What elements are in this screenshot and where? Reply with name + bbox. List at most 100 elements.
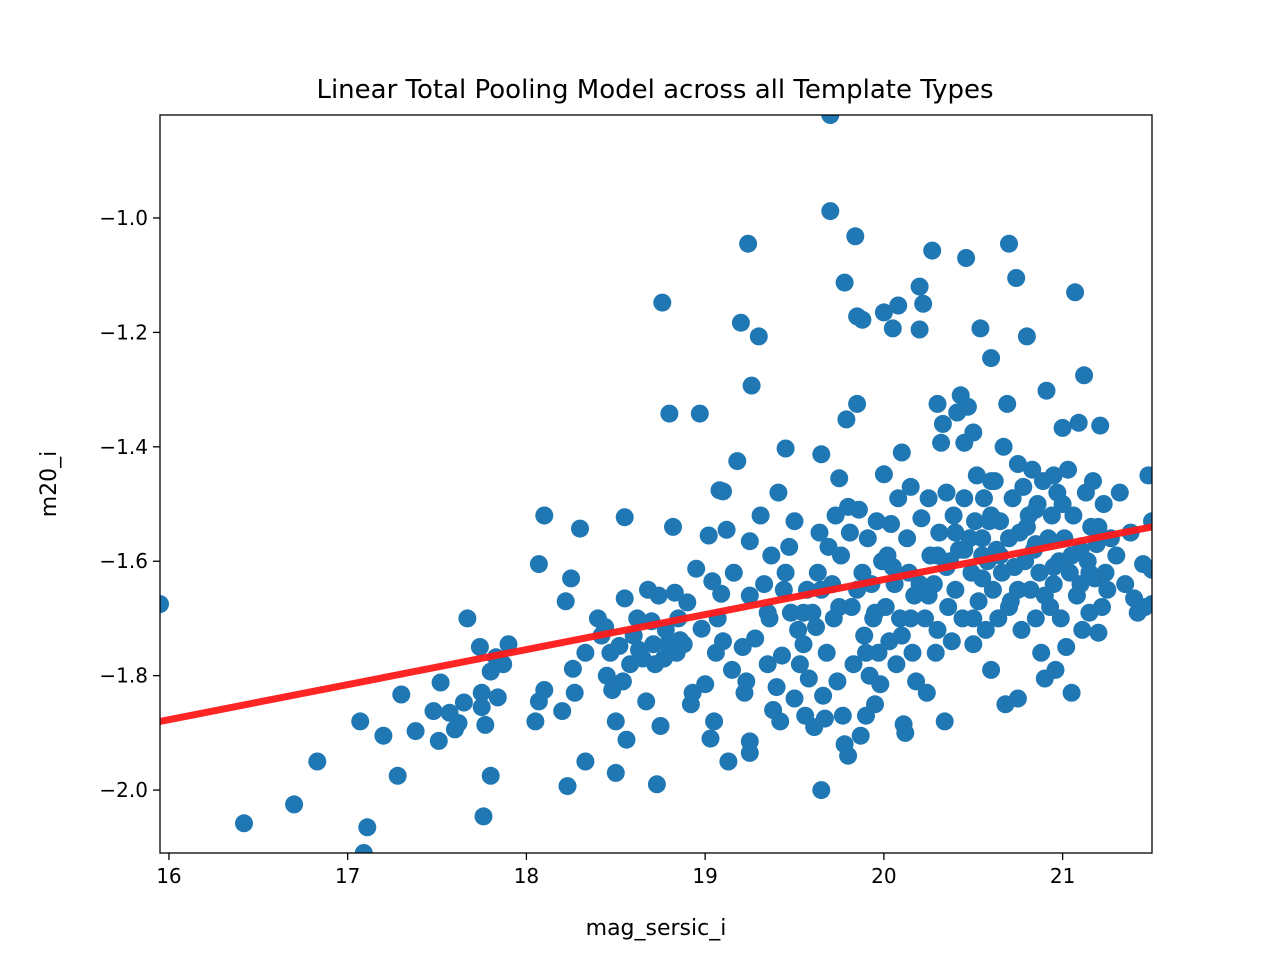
data-point — [966, 512, 984, 531]
data-point — [653, 293, 672, 312]
data-point — [907, 672, 926, 691]
data-point — [769, 483, 788, 502]
data-point — [472, 683, 491, 702]
data-point — [1110, 483, 1129, 502]
data-point — [964, 423, 983, 442]
data-point — [955, 489, 974, 508]
data-point — [285, 795, 304, 814]
data-point — [664, 517, 682, 536]
data-point — [424, 702, 443, 721]
data-point — [1060, 563, 1079, 582]
data-point — [1044, 466, 1063, 485]
data-point — [481, 662, 500, 681]
data-point — [529, 692, 548, 711]
data-point — [1089, 517, 1108, 536]
x-tick-label: 18 — [514, 864, 539, 888]
data-point — [1000, 234, 1018, 253]
data-point — [1051, 609, 1070, 628]
chart-title: Linear Total Pooling Model across all Te… — [316, 75, 993, 105]
data-point — [969, 592, 988, 611]
data-point — [762, 546, 781, 565]
data-point — [773, 646, 791, 665]
data-point — [781, 603, 800, 622]
plot-frame — [159, 114, 1153, 854]
x-tick-label: 17 — [335, 864, 360, 888]
data-point — [354, 844, 373, 853]
data-point — [833, 706, 852, 725]
data-point — [821, 202, 840, 221]
data-point — [1071, 575, 1090, 594]
data-point — [1139, 466, 1152, 485]
data-point — [429, 731, 448, 750]
data-point — [794, 603, 813, 622]
data-point — [1069, 413, 1088, 432]
data-point — [837, 410, 856, 429]
data-point — [1143, 560, 1152, 579]
data-point — [474, 807, 493, 826]
data-point — [883, 558, 902, 576]
data-point — [563, 659, 582, 678]
data-point — [1008, 455, 1027, 473]
data-point — [821, 115, 840, 124]
data-point — [481, 766, 500, 785]
data-point — [851, 726, 870, 745]
data-point — [1057, 638, 1076, 656]
data-point — [846, 227, 865, 246]
data-point — [942, 632, 961, 651]
data-point — [406, 722, 425, 741]
data-point — [1062, 683, 1081, 702]
data-point — [1017, 327, 1036, 346]
data-point — [910, 277, 929, 296]
data-point — [388, 766, 407, 785]
data-point — [810, 523, 829, 542]
data-point — [933, 414, 952, 433]
data-point — [883, 319, 902, 338]
y-tick-label: −1.0 — [99, 206, 148, 230]
data-point — [358, 818, 377, 837]
data-point — [235, 814, 253, 833]
data-point — [776, 439, 795, 458]
data-point — [771, 712, 790, 731]
data-point — [1026, 500, 1045, 519]
data-point — [728, 452, 747, 471]
data-point — [785, 512, 804, 531]
data-point — [714, 632, 732, 651]
data-point — [926, 643, 945, 662]
data-point — [901, 477, 920, 496]
data-point — [615, 589, 634, 608]
data-point — [714, 482, 732, 501]
data-point — [835, 273, 854, 292]
data-point — [914, 294, 933, 313]
y-tick-label: −1.8 — [99, 664, 148, 688]
data-point — [1094, 495, 1113, 513]
data-point — [723, 660, 741, 679]
data-point — [889, 296, 908, 315]
data-point — [1084, 472, 1102, 491]
data-point — [758, 655, 777, 674]
data-point — [955, 540, 974, 559]
data-point — [774, 580, 793, 599]
data-point — [737, 672, 756, 691]
data-point — [767, 678, 786, 697]
data-point — [660, 404, 679, 423]
data-point — [628, 609, 647, 628]
data-point — [939, 598, 958, 616]
data-point — [973, 569, 992, 588]
data-point — [1014, 477, 1033, 496]
data-point — [780, 537, 799, 556]
data-point — [597, 666, 616, 685]
data-point — [637, 692, 656, 711]
data-point — [932, 433, 951, 452]
data-point — [644, 635, 663, 654]
data-point — [701, 729, 720, 748]
data-point — [712, 584, 731, 603]
data-point — [351, 712, 370, 731]
data-point — [807, 618, 825, 636]
data-point — [488, 688, 507, 707]
data-point — [1053, 495, 1072, 513]
data-point — [930, 523, 949, 542]
data-point — [703, 572, 722, 591]
data-point — [785, 689, 804, 708]
data-point — [983, 580, 1002, 599]
